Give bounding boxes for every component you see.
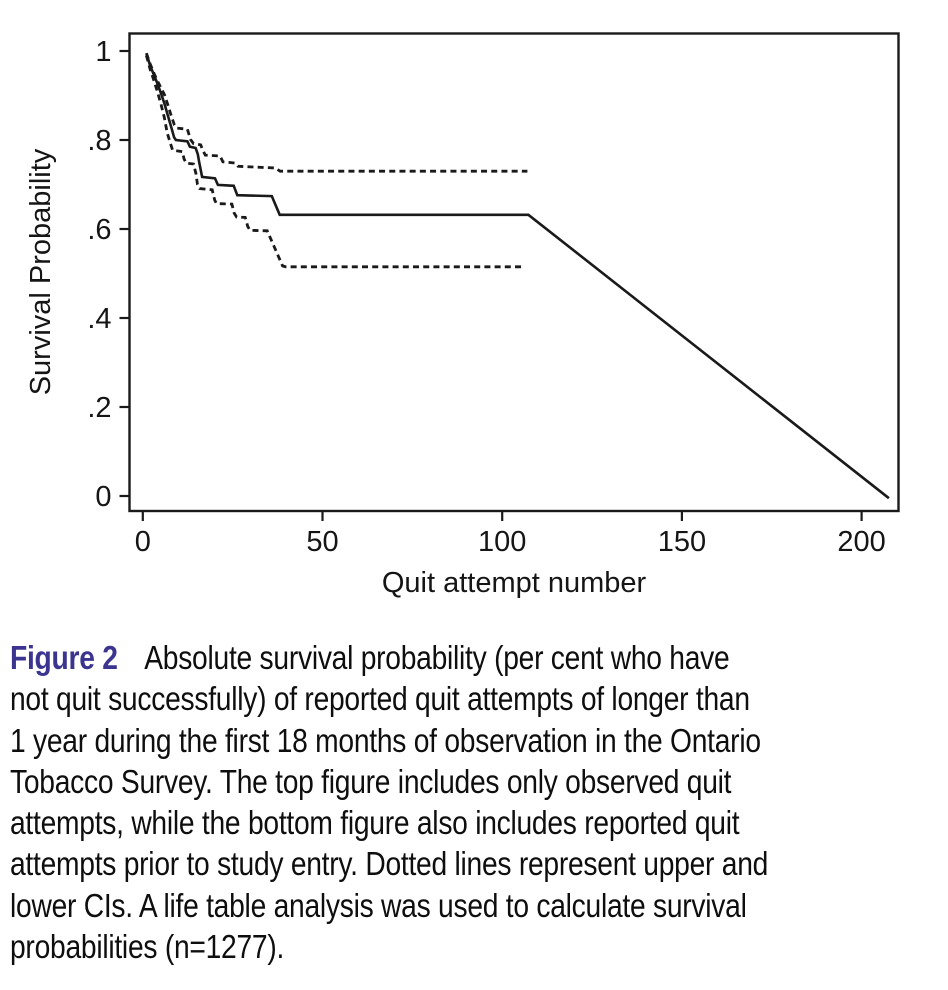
survival-chart: 1 .8 .6 .4 .2 0 0 50 100 150 200 Survival Probabi… <box>25 32 900 599</box>
survival-estimate-line <box>145 52 890 500</box>
y-tick-label: .4 <box>87 303 111 335</box>
y-tick-label: .2 <box>87 392 111 424</box>
figure-caption: Figure 2 Absolute survival probability (p… <box>10 637 944 967</box>
caption-line: Tobacco Survey. The top figure includes … <box>10 762 732 800</box>
x-tick-label: 0 <box>135 526 151 558</box>
caption-line: lower CIs. A life table analysis was use… <box>10 886 747 924</box>
x-axis-ticks: 0 50 100 150 200 <box>135 511 886 558</box>
caption-line: attempts prior to study entry. Dotted li… <box>10 845 769 883</box>
lower-ci-line <box>145 55 526 269</box>
caption-text: Absolute survival probability (per cent … <box>144 639 730 676</box>
y-axis-ticks: 1 .8 .6 .4 .2 0 <box>87 36 130 513</box>
caption-line: probabilities (n=1277). <box>10 928 285 966</box>
x-tick-label: 200 <box>837 526 885 558</box>
x-tick-label: 150 <box>658 526 706 558</box>
caption-line: 1 year during the first 18 months of obs… <box>10 721 761 759</box>
x-tick-label: 100 <box>478 526 526 558</box>
caption-line: Figure 2 Absolute survival probability (p… <box>10 637 809 678</box>
y-tick-label: 0 <box>95 481 111 513</box>
y-tick-label: .8 <box>87 125 111 157</box>
caption-line: attempts, while the bottom figure also i… <box>10 804 740 842</box>
x-tick-label: 50 <box>306 526 338 558</box>
y-axis-title: Survival Probability <box>25 148 57 395</box>
figure-number-label: Figure 2 <box>10 639 118 676</box>
x-axis-title: Quit attempt number <box>382 567 647 599</box>
series-lines <box>145 52 890 500</box>
y-tick-label: 1 <box>95 36 111 68</box>
upper-ci-line <box>145 52 528 173</box>
caption-line: not quit successfully) of reported quit … <box>10 680 750 718</box>
y-tick-label: .6 <box>87 214 111 246</box>
plot-area-border <box>128 32 900 513</box>
